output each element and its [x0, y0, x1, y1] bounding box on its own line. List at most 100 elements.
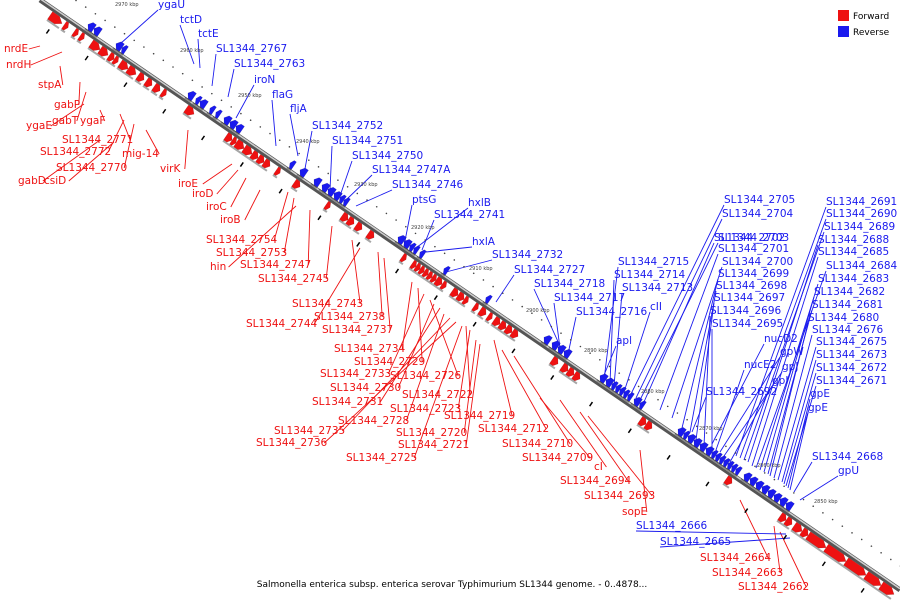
forward-gene-12[interactable] — [150, 82, 162, 97]
forward-gene-label[interactable]: SL1344_2728 — [338, 415, 409, 427]
forward-gene-38[interactable] — [448, 287, 460, 301]
forward-gene-label[interactable]: SL1344_2721 — [398, 439, 469, 451]
reverse-gene-label[interactable]: SL1344_2746 — [392, 179, 464, 191]
reverse-gene-label[interactable]: SL1344_2701 — [718, 243, 789, 255]
forward-gene-29[interactable] — [398, 252, 408, 265]
reverse-gene-label[interactable]: SL1344_2715 — [618, 256, 689, 268]
reverse-gene-36[interactable] — [620, 388, 631, 401]
reverse-gene-6[interactable] — [196, 98, 209, 111]
forward-gene-2[interactable] — [70, 27, 80, 40]
forward-gene-40[interactable] — [460, 295, 470, 308]
forward-gene-label[interactable]: SL1344_2712 — [478, 423, 549, 435]
reverse-gene-label[interactable]: SL1344_2697 — [714, 292, 785, 304]
forward-gene-24[interactable] — [322, 200, 332, 213]
forward-gene-label[interactable]: SL1344_2710 — [502, 438, 573, 450]
forward-gene-label[interactable]: iroD — [192, 188, 214, 200]
forward-gene-label[interactable]: nrdH — [6, 59, 31, 71]
forward-gene-label[interactable]: csiD — [44, 175, 66, 187]
forward-gene-28[interactable] — [364, 229, 376, 244]
reverse-gene-label[interactable]: SL1344_2676 — [812, 324, 884, 336]
forward-gene-53[interactable] — [642, 420, 654, 434]
reverse-gene-label[interactable]: nucE2 — [744, 359, 776, 371]
reverse-gene-18[interactable] — [336, 194, 347, 206]
forward-gene-47[interactable] — [508, 328, 520, 342]
reverse-gene-label[interactable]: SL1344_2685 — [818, 246, 889, 258]
forward-gene-9[interactable] — [124, 64, 138, 80]
forward-gene-label[interactable]: SL1344_2737 — [322, 324, 393, 336]
reverse-gene-17[interactable] — [330, 189, 343, 203]
forward-gene-7[interactable] — [110, 55, 120, 68]
forward-gene-48[interactable] — [548, 355, 560, 370]
reverse-gene-3[interactable] — [118, 44, 129, 56]
forward-gene-62[interactable] — [862, 571, 883, 591]
reverse-gene-label[interactable]: SL1344_2703 — [718, 232, 789, 244]
reverse-gene-53[interactable] — [740, 471, 753, 484]
reverse-gene-30[interactable] — [560, 347, 573, 361]
reverse-gene-label[interactable]: SL1344_2688 — [818, 234, 889, 246]
forward-gene-label[interactable]: iroE — [178, 178, 198, 190]
forward-gene-21[interactable] — [260, 158, 272, 172]
forward-gene-label[interactable]: ygaF — [80, 115, 105, 127]
reverse-gene-label[interactable]: SL1344_2750 — [352, 150, 423, 162]
reverse-gene-58[interactable] — [770, 491, 783, 505]
reverse-gene-57[interactable] — [764, 487, 777, 501]
reverse-gene-52[interactable] — [732, 465, 743, 478]
reverse-gene-7[interactable] — [206, 104, 217, 117]
forward-gene-11[interactable] — [142, 77, 154, 91]
reverse-gene-label[interactable]: SL1344_2713 — [622, 282, 693, 294]
forward-gene-56[interactable] — [782, 516, 794, 530]
reverse-gene-label[interactable]: ptsG — [412, 194, 436, 206]
reverse-gene-label[interactable]: SL1344_2718 — [534, 278, 605, 290]
forward-gene-52[interactable] — [636, 416, 648, 430]
reverse-gene-label[interactable]: SL1344_2727 — [514, 264, 585, 276]
reverse-gene-5[interactable] — [192, 95, 203, 107]
forward-gene-63[interactable] — [877, 581, 896, 600]
reverse-gene-22[interactable] — [406, 242, 417, 254]
reverse-gene-26[interactable] — [482, 294, 493, 306]
reverse-gene-51[interactable] — [728, 463, 739, 475]
forward-gene-5[interactable] — [96, 45, 110, 61]
reverse-gene-60[interactable] — [782, 500, 795, 513]
reverse-gene-23[interactable] — [410, 244, 421, 257]
reverse-gene-13[interactable] — [296, 166, 309, 180]
forward-gene-label[interactable]: SL1344_2734 — [334, 343, 406, 355]
forward-gene-59[interactable] — [804, 531, 828, 554]
forward-gene-label[interactable]: SL1344_2663 — [712, 567, 783, 579]
reverse-gene-label[interactable]: SL1344_2752 — [312, 120, 383, 132]
reverse-gene-42[interactable] — [684, 432, 697, 446]
forward-gene-41[interactable] — [470, 302, 480, 315]
forward-gene-20[interactable] — [254, 154, 266, 168]
forward-gene-label[interactable]: SL1344_2722 — [402, 389, 473, 401]
forward-gene-50[interactable] — [564, 366, 576, 381]
forward-gene-26[interactable] — [344, 215, 356, 230]
forward-gene-label[interactable]: gabD — [18, 175, 46, 187]
forward-gene-label[interactable]: SL1344_2720 — [396, 427, 467, 439]
forward-gene-39[interactable] — [454, 291, 466, 305]
forward-gene-label[interactable]: SL1344_2731 — [312, 396, 383, 408]
forward-gene-13[interactable] — [158, 88, 168, 101]
reverse-gene-28[interactable] — [548, 339, 561, 353]
reverse-gene-label[interactable]: SL1344_2691 — [826, 196, 897, 208]
forward-gene-16[interactable] — [228, 136, 238, 149]
reverse-gene-label[interactable]: SL1344_2695 — [712, 318, 783, 330]
forward-gene-23[interactable] — [290, 178, 302, 193]
reverse-gene-20[interactable] — [394, 233, 407, 247]
forward-gene-42[interactable] — [476, 306, 488, 320]
forward-gene-4[interactable] — [87, 39, 102, 56]
reverse-gene-49[interactable] — [720, 457, 731, 469]
forward-gene-60[interactable] — [822, 543, 848, 567]
reverse-gene-label[interactable]: SL1344_2675 — [816, 336, 887, 348]
reverse-gene-19[interactable] — [340, 196, 351, 209]
forward-gene-10[interactable] — [134, 71, 146, 86]
reverse-gene-label[interactable]: gpI — [772, 375, 788, 387]
forward-gene-55[interactable] — [776, 512, 788, 526]
reverse-gene-label[interactable]: tctD — [180, 14, 202, 26]
forward-gene-label[interactable]: nrdE — [4, 43, 28, 55]
forward-gene-label[interactable]: SL1344_2738 — [314, 311, 385, 323]
forward-gene-label[interactable]: virK — [160, 163, 181, 175]
reverse-gene-label[interactable]: gpU — [838, 465, 859, 477]
forward-gene-label[interactable]: SL1344_2754 — [206, 234, 278, 246]
reverse-gene-48[interactable] — [716, 454, 727, 467]
forward-gene-label[interactable]: SL1344_2726 — [390, 370, 462, 382]
reverse-gene-label[interactable]: flaG — [272, 89, 293, 101]
